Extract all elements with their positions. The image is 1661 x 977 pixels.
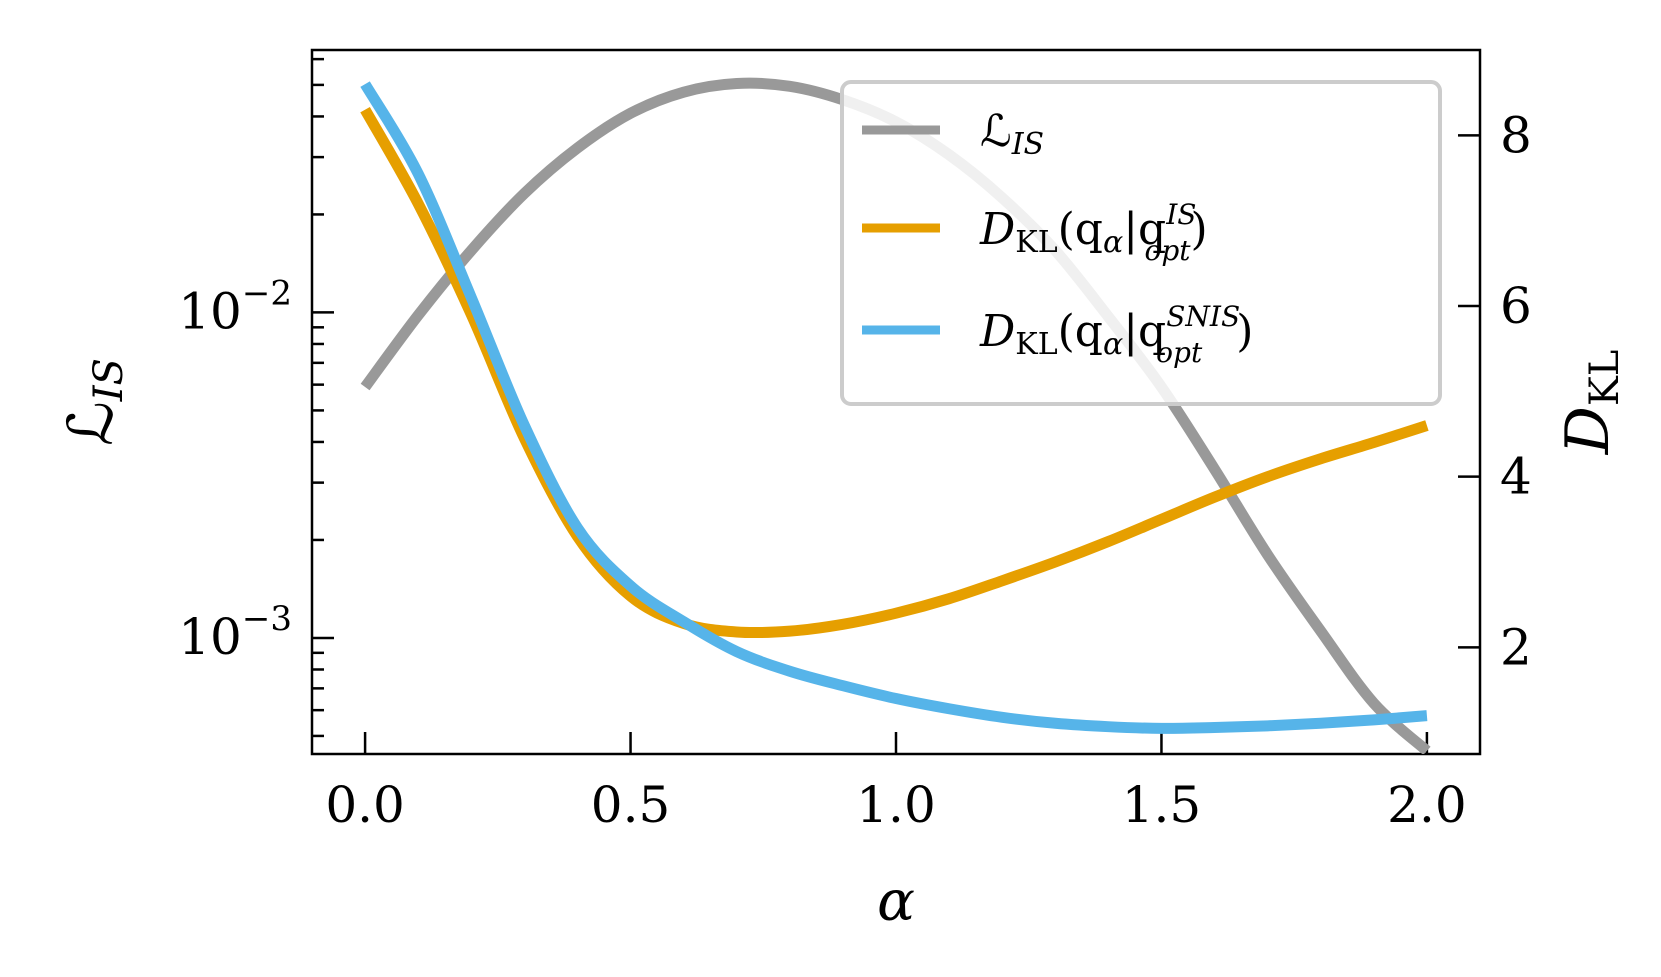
left-axis-title-main: ℒ — [54, 401, 127, 446]
right-tick-label: 6 — [1500, 277, 1532, 335]
x-axis-ticks: 0.0 0.5 1.0 1.5 2.0 — [325, 732, 1467, 834]
right-axis-title-main: D — [1553, 406, 1623, 455]
series-line-dkl-snis — [360, 81, 1428, 734]
legend: ℒIS DKL(qα|qIS opt) DKL(qα|qSNIS opt) — [840, 80, 1442, 406]
right-tick-label: 2 — [1500, 618, 1532, 676]
x-axis-title: α — [877, 869, 915, 934]
left-axis-title: ℒIS — [54, 358, 132, 446]
left-axis-title-sub: IS — [86, 358, 132, 402]
legend-label-dkl-snis: DKL(qα|qSNIS opt) — [979, 300, 1253, 369]
right-axis-title-sub: KL — [1582, 350, 1628, 406]
right-axis-title: DKL — [1553, 350, 1628, 456]
left-tick-label: 10−3 — [178, 599, 292, 666]
x-tick-label: 1.0 — [856, 776, 936, 834]
x-tick-label: 0.5 — [591, 776, 671, 834]
x-tick-label: 0.0 — [325, 776, 405, 834]
legend-box — [840, 80, 1442, 406]
left-tick-label: 10−2 — [178, 273, 292, 340]
legend-label-l-is: ℒIS — [980, 106, 1044, 162]
right-axis-ticks: 2 4 6 8 — [1458, 106, 1532, 676]
x-tick-label: 2.0 — [1387, 776, 1467, 834]
right-tick-label: 4 — [1500, 448, 1532, 506]
right-tick-label: 8 — [1500, 106, 1532, 164]
legend-label-dkl-is: DKL(qα|qIS opt) — [979, 198, 1208, 267]
left-axis-ticks: 10−2 10−3 — [178, 57, 334, 738]
x-tick-label: 1.5 — [1122, 776, 1202, 834]
